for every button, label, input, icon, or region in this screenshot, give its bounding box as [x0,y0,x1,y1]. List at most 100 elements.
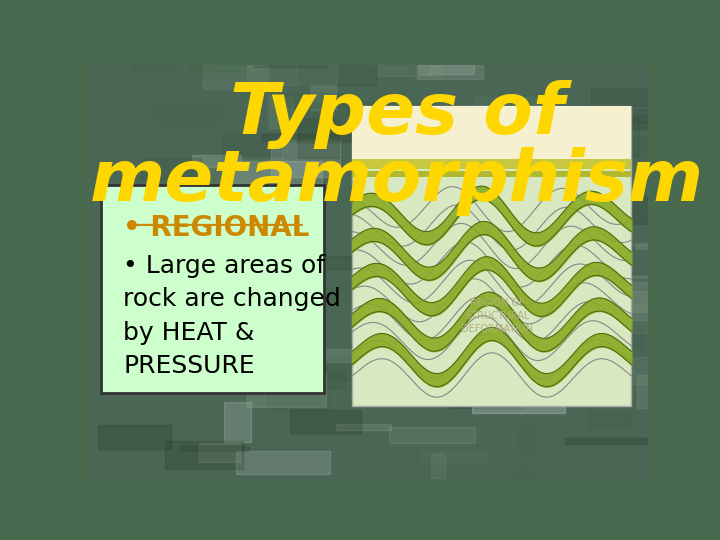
Bar [246,399,264,407]
Bar [631,120,720,158]
Bar [300,349,388,362]
Bar [590,89,658,106]
Text: REGION OF
STRUCTURAL
DEFORMATION: REGION OF STRUCTURAL DEFORMATION [462,298,534,334]
Bar [279,93,343,106]
Bar [631,124,662,134]
Bar [290,410,361,434]
Bar [247,64,338,85]
Bar [192,154,240,166]
Bar [467,151,497,175]
Bar [168,197,195,214]
Bar [632,114,708,127]
Bar [420,451,486,461]
Bar [152,254,164,276]
Bar [541,183,630,217]
Bar [311,86,336,110]
Bar [513,469,534,475]
Bar [519,426,534,453]
Bar [188,58,245,72]
Bar [296,358,379,380]
Bar [171,264,270,277]
Bar [636,244,675,249]
Bar [594,197,693,224]
Bar [409,120,424,161]
Bar [410,57,427,73]
Bar [631,109,717,131]
Bar [98,425,171,449]
Bar [231,161,322,184]
Bar [382,295,395,303]
Bar [299,59,376,85]
Bar [186,273,233,300]
Bar [352,159,631,169]
Bar [616,241,661,246]
FancyBboxPatch shape [101,185,324,393]
Bar [629,279,715,291]
Bar [254,48,328,66]
Bar [282,255,324,284]
Bar [443,278,480,294]
Bar [634,356,652,384]
Bar [397,280,487,297]
Bar [222,133,280,165]
Bar [279,299,298,325]
Bar [195,262,238,288]
Bar [564,438,648,444]
Bar [636,375,649,408]
Bar [574,325,621,333]
Bar [563,303,660,333]
Bar [419,36,474,73]
Bar [230,259,269,274]
Bar [268,94,282,129]
Bar [199,443,240,462]
Bar [568,276,658,313]
Bar [141,158,201,179]
Bar [618,117,639,156]
Bar [474,97,562,133]
Bar [377,63,442,76]
Bar [210,296,225,324]
Bar [131,227,229,251]
Bar [248,333,303,354]
Bar [552,329,642,348]
Bar [540,158,567,170]
Bar [371,230,426,241]
Text: • REGIONAL: • REGIONAL [124,214,310,242]
Bar [181,446,249,451]
Bar [155,105,222,122]
Bar [144,215,244,225]
Bar [477,330,572,336]
Bar [297,119,339,158]
Bar [312,287,390,300]
Bar [591,220,603,228]
Bar [176,36,263,72]
Bar [266,255,358,269]
Bar [487,350,528,382]
Bar [262,134,359,141]
Bar [352,171,631,177]
Bar [165,441,243,469]
Bar [450,389,523,408]
Bar [583,328,605,346]
Bar [431,454,444,478]
Bar [469,154,502,173]
FancyBboxPatch shape [352,106,631,406]
Bar [485,250,530,280]
Bar [267,371,328,410]
Bar [432,270,527,307]
Bar [212,242,259,248]
Bar [474,249,499,268]
Bar [549,307,572,331]
Bar [537,190,599,199]
Bar [132,59,212,70]
Text: metamorphism: metamorphism [90,147,704,215]
Bar [418,65,483,79]
Bar [600,288,613,327]
Bar [248,373,325,407]
Bar [518,109,595,138]
Bar [635,293,649,310]
Bar [270,97,293,128]
Text: Types of: Types of [230,80,564,149]
Bar [446,155,544,179]
Bar [457,226,477,244]
